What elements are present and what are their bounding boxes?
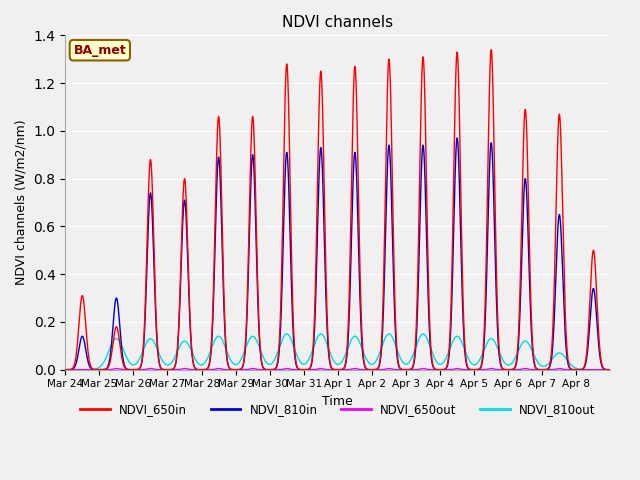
Title: NDVI channels: NDVI channels (282, 15, 394, 30)
Text: BA_met: BA_met (74, 44, 126, 57)
Legend: NDVI_650in, NDVI_810in, NDVI_650out, NDVI_810out: NDVI_650in, NDVI_810in, NDVI_650out, NDV… (76, 398, 600, 420)
X-axis label: Time: Time (323, 395, 353, 408)
Y-axis label: NDVI channels (W/m2/nm): NDVI channels (W/m2/nm) (15, 120, 28, 285)
